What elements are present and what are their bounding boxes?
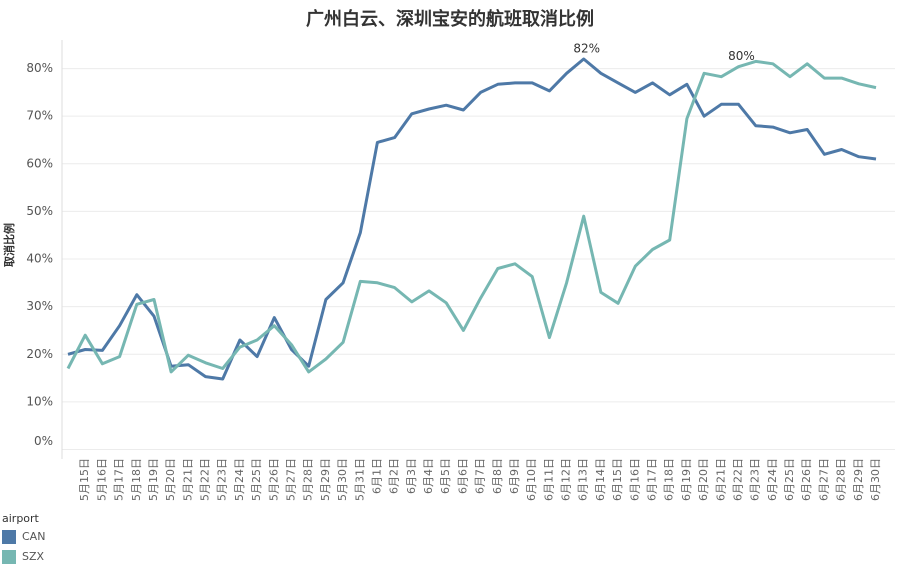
x-tick-label: 6月16日 bbox=[628, 458, 641, 501]
x-tick-label: 5月18日 bbox=[130, 458, 143, 501]
data-label: 82% bbox=[573, 42, 600, 56]
x-tick-label: 6月26日 bbox=[800, 458, 813, 501]
x-tick-label: 6月1日 bbox=[370, 458, 383, 494]
y-tick-label: 30% bbox=[26, 299, 53, 313]
x-tick-label: 5月26日 bbox=[267, 458, 280, 501]
x-tick-label: 6月30日 bbox=[869, 458, 882, 501]
x-tick-label: 6月24日 bbox=[766, 458, 779, 501]
x-tick-label: 6月23日 bbox=[749, 458, 762, 501]
x-tick-label: 5月16日 bbox=[95, 458, 108, 501]
x-tick-label: 6月14日 bbox=[594, 458, 607, 501]
x-tick-label: 5月27日 bbox=[284, 458, 297, 501]
x-tick-label: 6月7日 bbox=[474, 458, 487, 494]
x-tick-label: 5月31日 bbox=[353, 458, 366, 501]
x-tick-label: 6月13日 bbox=[577, 458, 590, 501]
y-tick-label: 60% bbox=[26, 156, 53, 170]
x-tick-label: 6月19日 bbox=[680, 458, 693, 501]
x-tick-label: 5月24日 bbox=[233, 458, 246, 501]
x-tick-label: 6月11日 bbox=[542, 458, 555, 501]
legend-swatch bbox=[2, 530, 16, 544]
x-tick-label: 5月29日 bbox=[319, 458, 332, 501]
y-tick-label: 80% bbox=[26, 61, 53, 75]
y-tick-label: 50% bbox=[26, 204, 53, 218]
x-tick-label: 5月23日 bbox=[216, 458, 229, 501]
legend-title: airport bbox=[2, 512, 40, 525]
x-tick-label: 6月12日 bbox=[560, 458, 573, 501]
y-tick-label: 40% bbox=[26, 252, 53, 266]
x-tick-label: 5月17日 bbox=[113, 458, 126, 501]
x-tick-label: 5月30日 bbox=[336, 458, 349, 501]
x-tick-label: 6月8日 bbox=[491, 458, 504, 494]
chart-title: 广州白云、深圳宝安的航班取消比例 bbox=[306, 8, 594, 30]
series-line bbox=[66, 59, 877, 374]
x-tick-label: 6月28日 bbox=[835, 458, 848, 501]
x-tick-label: 5月21日 bbox=[181, 458, 194, 501]
x-tick-label: 6月15日 bbox=[611, 458, 624, 501]
x-tick-label: 6月21日 bbox=[714, 458, 727, 501]
legend-label: SZX bbox=[22, 550, 45, 563]
y-tick-label: 10% bbox=[26, 394, 53, 408]
y-tick-label: 0% bbox=[34, 434, 53, 448]
x-tick-label: 6月9日 bbox=[508, 458, 521, 494]
legend-label: CAN bbox=[22, 530, 45, 543]
x-tick-label: 6月17日 bbox=[646, 458, 659, 501]
x-tick-label: 6月5日 bbox=[439, 458, 452, 494]
x-tick-label: 5月22日 bbox=[199, 458, 212, 501]
x-tick-label: 5月19日 bbox=[147, 458, 160, 501]
x-tick-label: 6月3日 bbox=[405, 458, 418, 494]
x-tick-label: 6月2日 bbox=[388, 458, 401, 494]
x-tick-label: 6月18日 bbox=[663, 458, 676, 501]
x-tick-label: 6月22日 bbox=[731, 458, 744, 501]
x-tick-label: 6月27日 bbox=[817, 458, 830, 501]
x-tick-label: 5月28日 bbox=[302, 458, 315, 501]
x-tick-label: 6月10日 bbox=[525, 458, 538, 501]
x-tick-label: 6月6日 bbox=[456, 458, 469, 494]
data-label: 80% bbox=[728, 49, 755, 63]
y-tick-label: 20% bbox=[26, 347, 53, 361]
x-tick-label: 6月25日 bbox=[783, 458, 796, 501]
x-tick-label: 6月29日 bbox=[852, 458, 865, 501]
x-tick-label: 5月20日 bbox=[164, 458, 177, 501]
x-tick-label: 6月4日 bbox=[422, 458, 435, 494]
series-line bbox=[67, 57, 877, 381]
x-tick-label: 6月20日 bbox=[697, 458, 710, 501]
x-tick-label: 5月25日 bbox=[250, 458, 263, 501]
y-tick-label: 70% bbox=[26, 109, 53, 123]
legend-swatch bbox=[2, 550, 16, 564]
y-axis-label: 取消比例 bbox=[2, 223, 16, 267]
x-tick-label: 5月15日 bbox=[78, 458, 91, 501]
